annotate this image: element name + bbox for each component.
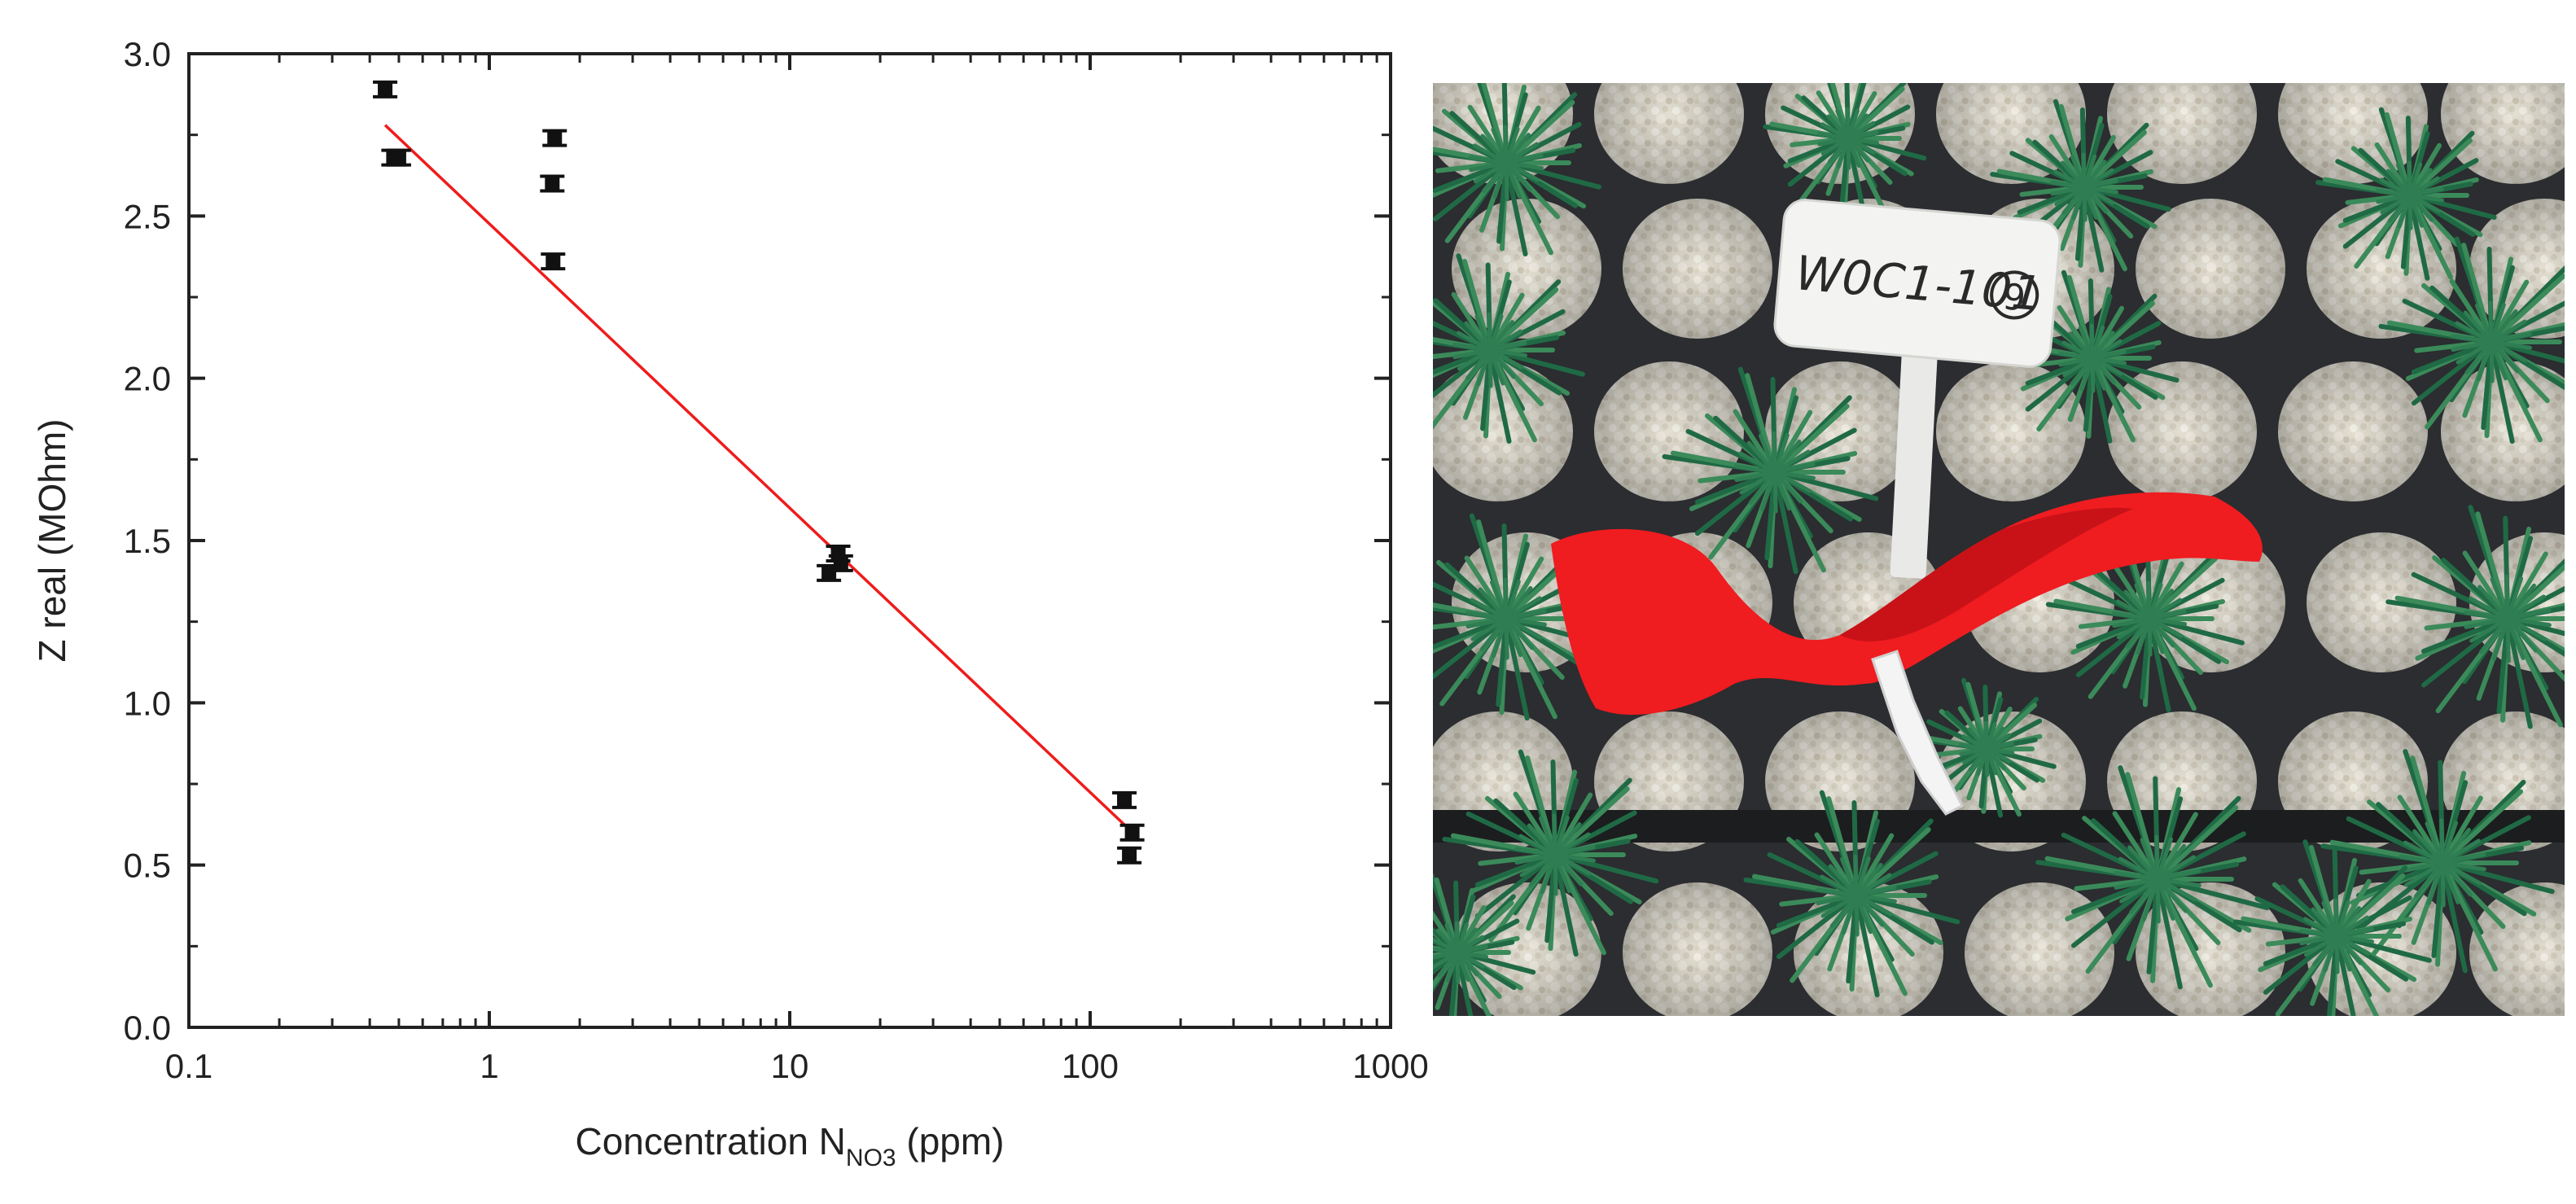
x-axis-title: Concentration NNO3 (ppm)	[576, 1120, 1005, 1171]
tray-cell-shadow	[1623, 199, 1772, 339]
x-tick-label: 1000	[1352, 1047, 1428, 1085]
seedling	[2320, 749, 2555, 974]
tray-cell-shadow	[2136, 199, 2285, 339]
data-point	[1117, 846, 1142, 865]
tray-cell-shadow	[2278, 83, 2428, 184]
y-tick-label: 0.5	[124, 847, 171, 885]
data-point	[828, 554, 853, 572]
seedling	[1662, 366, 1879, 575]
y-tick-label: 2.5	[124, 197, 171, 235]
x-axis-title-unit: (ppm)	[906, 1120, 1004, 1162]
seedling	[1743, 790, 1960, 998]
plant-tag-circle	[1990, 270, 2039, 320]
seedling	[1990, 99, 2171, 273]
y-tick-label: 1.0	[124, 684, 171, 722]
plant-tag-circled-number: 9	[2001, 276, 2027, 319]
seedling	[1433, 513, 1610, 721]
tray-cell-shadow	[2441, 83, 2565, 184]
y-tick-label: 1.5	[124, 522, 171, 560]
plant-tag: W0C1-101 9	[1773, 199, 2061, 579]
fit-line-layer	[383, 124, 1131, 831]
seedling	[1433, 873, 1536, 1016]
tray-cell-shadow	[2278, 361, 2428, 501]
tray-cell-shadow	[2107, 361, 2257, 501]
tray-cell-shadow	[1936, 361, 2086, 501]
y-axis-title: Z real (MOhm)	[31, 419, 73, 663]
tray-cell-shadow	[1594, 361, 1744, 501]
x-axis-ticks: 0.1 1 10 100 1000	[165, 54, 1429, 1085]
data-point	[540, 174, 565, 193]
seedling	[1998, 269, 2180, 444]
tray-cell-shadow	[1594, 83, 1744, 184]
data-points-layer	[373, 80, 1145, 865]
seedling	[1763, 83, 1927, 216]
tray-cell-shadow	[2307, 532, 2456, 672]
data-point	[386, 148, 411, 167]
x-axis-title-main: Concentration N	[576, 1120, 846, 1162]
tray-cell-shadow	[1623, 882, 1772, 1016]
data-point	[1119, 823, 1145, 842]
seedling	[2385, 505, 2565, 729]
seedling	[2232, 839, 2432, 1016]
tray-cell-shadow	[2107, 83, 2257, 184]
x-tick-label: 100	[1062, 1047, 1119, 1085]
x-tick-label: 0.1	[165, 1047, 212, 1085]
seedling	[1433, 83, 1601, 256]
x-axis-title-subscript: NO3	[846, 1145, 896, 1171]
scatter-chart: 0.0 0.5 1.0 1.5 2.0 2.5 3.0 0.1 1 10 100 1000 Z re…	[31, 35, 1429, 1171]
seedling	[2378, 236, 2565, 444]
seedlings	[1433, 83, 2565, 1016]
red-ribbon	[1551, 492, 2263, 816]
tray-cell-shadow	[1433, 361, 1573, 501]
tray-cell-shadow	[2469, 199, 2565, 339]
y-tick-label: 3.0	[124, 35, 171, 73]
seedling	[1442, 749, 1659, 957]
x-tick-label: 1	[480, 1047, 498, 1085]
data-point	[541, 252, 566, 271]
seedling	[2045, 522, 2245, 712]
data-point	[373, 80, 398, 99]
y-tick-label: 2.0	[124, 360, 171, 398]
seedling	[1433, 253, 1585, 444]
plot-frame	[187, 52, 1392, 1029]
linear-fit-line	[383, 124, 1131, 831]
y-tick-label: 0.0	[124, 1009, 171, 1047]
data-point	[542, 129, 567, 147]
x-tick-label: 10	[771, 1047, 809, 1085]
seedling	[2035, 765, 2270, 990]
y-axis-ticks: 0.0 0.5 1.0 1.5 2.0 2.5 3.0	[124, 35, 1391, 1047]
seedling	[2315, 107, 2497, 281]
data-point	[1112, 790, 1137, 809]
seedling-tray-photo: W0C1-101 9	[1433, 83, 2565, 1016]
